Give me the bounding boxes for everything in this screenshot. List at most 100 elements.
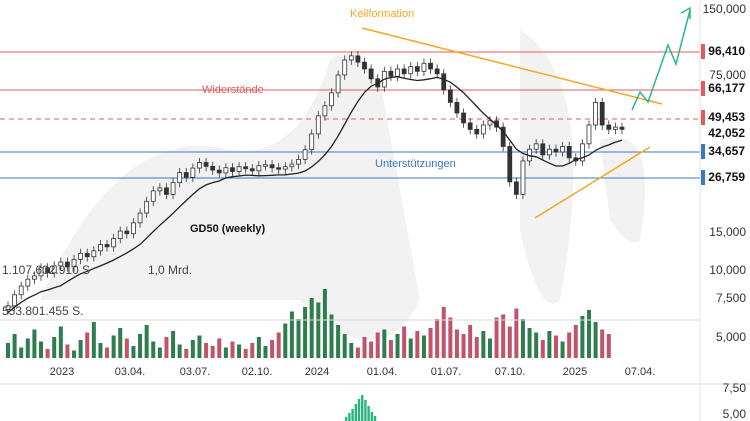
candle-body <box>249 168 255 172</box>
x-tick: 2025 <box>562 366 588 378</box>
ma-label: GD50 (weekly) <box>190 223 266 235</box>
volume-bar <box>520 319 525 358</box>
volume-bar <box>316 302 321 358</box>
volume-mrd-label: 1,0 Mrd. <box>148 263 193 277</box>
indicator-bar <box>348 413 351 421</box>
candle-body <box>210 165 216 171</box>
volume-bar <box>487 338 492 358</box>
volume-bar <box>514 308 519 358</box>
volume-bar <box>230 341 235 358</box>
volume-bar <box>375 332 380 358</box>
volume-bar <box>105 347 110 358</box>
volume-bar <box>362 337 367 358</box>
volume-bar <box>322 289 327 358</box>
volume-bar <box>593 322 598 358</box>
volume-bar <box>527 328 532 358</box>
candle-body <box>78 252 84 260</box>
candle-body <box>487 120 493 126</box>
candle-body <box>12 294 18 307</box>
y-tick: 10,000 <box>709 263 746 277</box>
indicator-bars <box>345 395 377 421</box>
candle-body <box>203 162 209 167</box>
volume-bar <box>58 326 63 358</box>
candle-body <box>434 68 440 75</box>
volume-bar <box>382 329 387 358</box>
indicator-bar <box>370 412 373 421</box>
volume-bar <box>45 349 50 358</box>
x-tick: 2024 <box>304 366 330 378</box>
candle-body <box>421 62 427 72</box>
volume-bar <box>388 340 393 358</box>
volume-bar <box>553 335 558 358</box>
candle-body <box>38 267 44 277</box>
wedge-label: Keilformation <box>350 8 415 20</box>
candle-body <box>98 244 103 252</box>
volume-bar <box>157 347 162 358</box>
volume-bar <box>111 335 116 358</box>
volume-bar <box>342 334 347 358</box>
volume-bar <box>586 310 591 358</box>
volume-bar <box>85 332 90 358</box>
candle-body <box>223 167 229 174</box>
volume-bar <box>461 334 466 358</box>
wedge-lower-line <box>534 146 651 219</box>
volume-bar <box>19 347 24 358</box>
volume-bar <box>138 334 143 358</box>
candle-body <box>117 230 123 240</box>
candle-body <box>183 172 189 178</box>
candle-body <box>144 200 150 214</box>
candle-body <box>25 278 31 287</box>
candle-body <box>197 162 202 169</box>
candle-body <box>5 305 11 311</box>
candle-body <box>467 122 473 130</box>
y-tick: 150,000 <box>702 2 746 16</box>
candle-body <box>428 62 433 70</box>
candle-body <box>500 126 506 147</box>
watermark <box>40 53 420 340</box>
candle-body <box>124 230 130 235</box>
candle-body <box>546 148 552 156</box>
candle-body <box>540 143 546 156</box>
x-tick: 03.07. <box>179 366 211 378</box>
volume-bar <box>65 344 70 358</box>
projection-arrow <box>631 9 691 111</box>
volume-bar <box>151 341 156 358</box>
candle-body <box>441 73 447 91</box>
candle-body <box>619 126 625 130</box>
volume-bar <box>237 344 242 358</box>
volume-bar <box>567 332 572 358</box>
indicator-bar <box>345 417 348 421</box>
level-label-resistance: 96,410 <box>701 44 748 59</box>
volume-bar <box>270 340 275 358</box>
volume-bar <box>256 337 261 358</box>
volume-bar <box>336 325 341 358</box>
candle-body <box>315 115 321 135</box>
candle-body <box>91 250 97 258</box>
volume-bar <box>501 314 506 358</box>
candle-body <box>335 74 341 94</box>
x-tick: 07.10. <box>494 366 526 378</box>
y-tick: 5,00 <box>722 407 746 421</box>
candle-body <box>177 172 183 184</box>
candle-body <box>348 55 354 61</box>
candle-body <box>111 238 117 248</box>
volume-bar <box>421 335 426 358</box>
volume-bar <box>184 349 189 358</box>
volume-bar <box>283 323 288 358</box>
candle-body <box>296 158 301 165</box>
volume-bar <box>481 331 486 358</box>
candle-body <box>553 148 559 153</box>
x-tick: 02.10. <box>241 366 273 378</box>
volume-bar <box>276 332 281 358</box>
volume-bar <box>72 350 77 358</box>
support-label: Unterstützungen <box>375 158 456 170</box>
level-label-support: 34,657 <box>701 144 748 159</box>
volume-bar <box>190 340 195 358</box>
candle-body <box>362 61 367 70</box>
candle-body <box>190 167 196 178</box>
candle-body <box>586 124 592 145</box>
candle-body <box>164 187 169 195</box>
volume-bar <box>52 337 57 358</box>
candle-body <box>289 163 295 168</box>
